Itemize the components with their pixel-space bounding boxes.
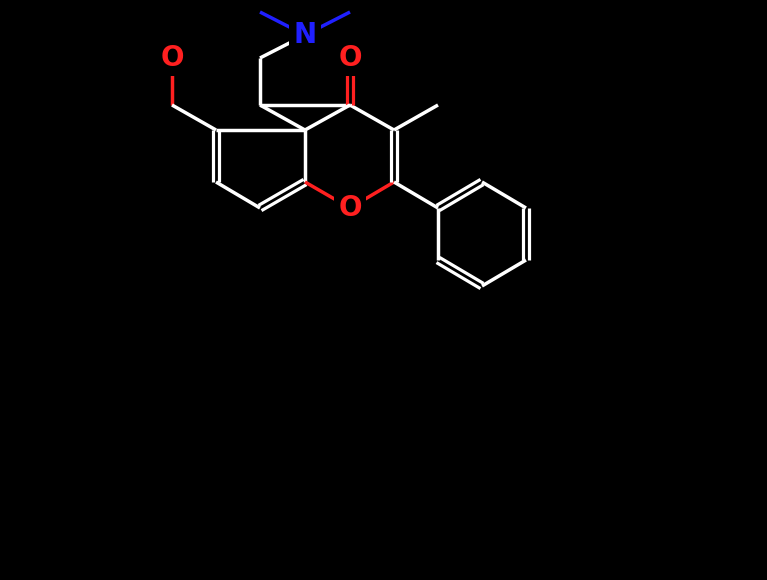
- Text: O: O: [338, 194, 362, 222]
- Text: O: O: [338, 44, 362, 72]
- Text: N: N: [294, 21, 317, 49]
- Text: O: O: [160, 44, 184, 72]
